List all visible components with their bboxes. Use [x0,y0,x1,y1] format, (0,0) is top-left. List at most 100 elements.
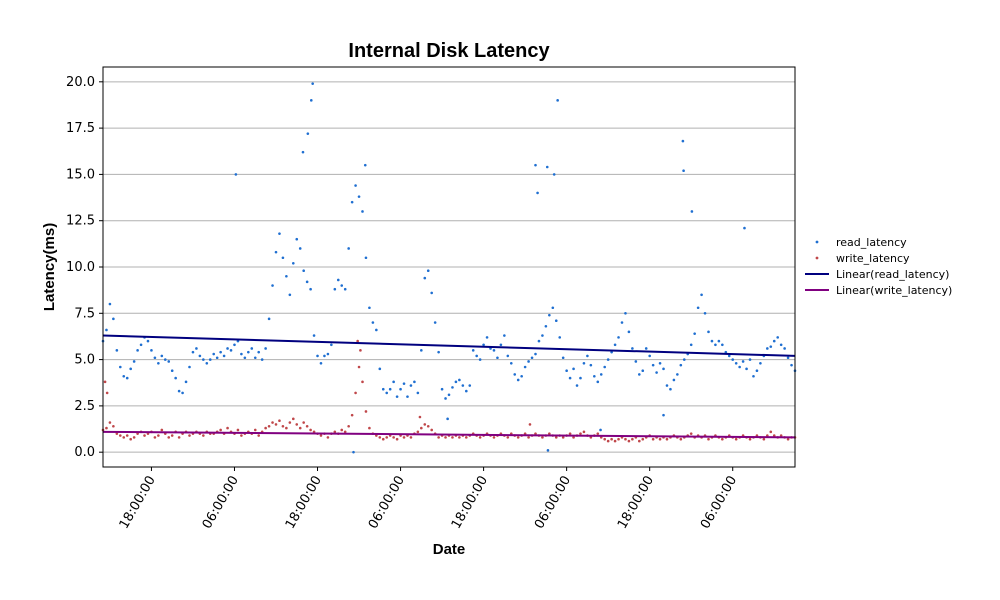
read_latency-point [129,367,132,371]
series-read_latency [101,82,797,454]
write_latency-point [312,430,316,434]
read_latency-point [759,361,762,365]
read_latency-point [689,343,693,347]
write_latency-point [347,424,350,428]
write_latency-point [613,439,617,443]
read_latency-point [301,150,305,154]
write_latency-point [506,436,510,439]
read_latency-point [375,328,378,332]
read_latency-point [267,317,271,321]
y-tick-label: 12.5 [66,214,95,229]
read_latency-point [264,347,267,350]
read_latency-point [247,350,250,354]
read_latency-point [354,184,357,187]
y-tick-label: 2.5 [74,399,95,414]
read_latency-point [461,384,465,387]
write_latency-point [596,432,600,435]
write_latency-point [356,339,359,343]
read_latency-point [741,360,745,363]
read_latency-point [648,354,651,358]
read_latency-point [188,365,191,369]
legend: read_latency write_latency Linear(read_lat… [805,236,952,297]
read_latency-point [399,387,402,391]
read_latency-point [509,361,513,365]
read_latency-point [755,369,759,373]
read_latency-point [326,352,330,356]
y-tick-label: 7.5 [74,306,95,321]
write_latency-point [786,437,790,441]
read_latency-point [406,395,409,398]
read_latency-point [157,361,160,365]
write_latency-point [721,437,724,441]
read_latency-point [561,356,565,360]
plot-frame [102,66,796,468]
write_latency-point [295,423,299,426]
write_latency-point [361,380,364,384]
read_latency-point [392,380,395,384]
read_latency-point [250,347,254,350]
read_latency-point [556,99,559,102]
read_latency-point [700,293,703,297]
write_latency-point [177,436,181,439]
write_latency-point [122,436,126,439]
read_latency-point [446,417,449,421]
read_latency-point [281,256,285,260]
read_latency-point [306,132,310,135]
read_latency-point [167,360,171,363]
legend-label: read_latency [836,236,907,249]
y-tick-label: 17.5 [66,121,95,136]
read_latency-point [440,387,444,391]
read_latency-point [115,349,119,352]
write_latency-point [167,436,171,439]
read_latency-point [544,324,548,328]
read_latency-point [696,306,700,310]
read_latency-point [575,384,579,387]
read_latency-point [343,287,347,291]
read_latency-point [790,363,793,367]
read_latency-point [534,163,537,167]
write_latency-point [333,430,337,434]
read_latency-point [679,363,683,367]
y-tick-label: 15.0 [66,167,95,182]
write_latency-point [579,432,582,435]
read_latency-point [333,287,337,291]
read_latency-point [748,358,752,361]
read_latency-point [305,280,309,284]
read_latency-point [617,336,620,339]
write_latency-point [392,436,395,439]
read_latency-point [546,449,550,452]
write_latency-point [610,437,613,441]
write_latency-point [240,434,243,437]
read_latency-point [783,347,786,350]
read_latency-point [295,237,299,241]
read_latency-point [234,173,238,176]
read_latency-point [409,384,413,387]
write_latency-point [368,426,371,430]
write_latency-point [638,439,641,443]
write_latency-point [257,434,261,437]
read_latency-point [579,376,582,380]
read_latency-point [174,376,177,380]
read_latency-point [599,373,603,376]
write_latency-point [548,432,551,435]
read_latency-point [447,393,451,397]
write_latency-point [409,436,413,439]
read_latency-point [478,358,482,361]
write_latency-point [762,437,766,441]
write_latency-point [624,437,627,441]
read_latency-point [537,339,541,343]
read_latency-point [516,378,520,382]
write_latency-point [734,437,738,441]
write_latency-point [402,436,406,439]
read_latency-point [593,374,596,378]
read_latency-point [572,367,575,371]
read_latency-point [589,363,593,367]
write_latency-point [707,437,710,441]
read_latency-point [184,380,188,384]
write_latency-point [132,436,136,439]
write_latency-point [202,434,205,437]
write_latency-point [651,437,655,441]
read_latency-point [634,360,638,363]
write_latency-point [769,430,773,434]
read_latency-point [437,350,440,354]
